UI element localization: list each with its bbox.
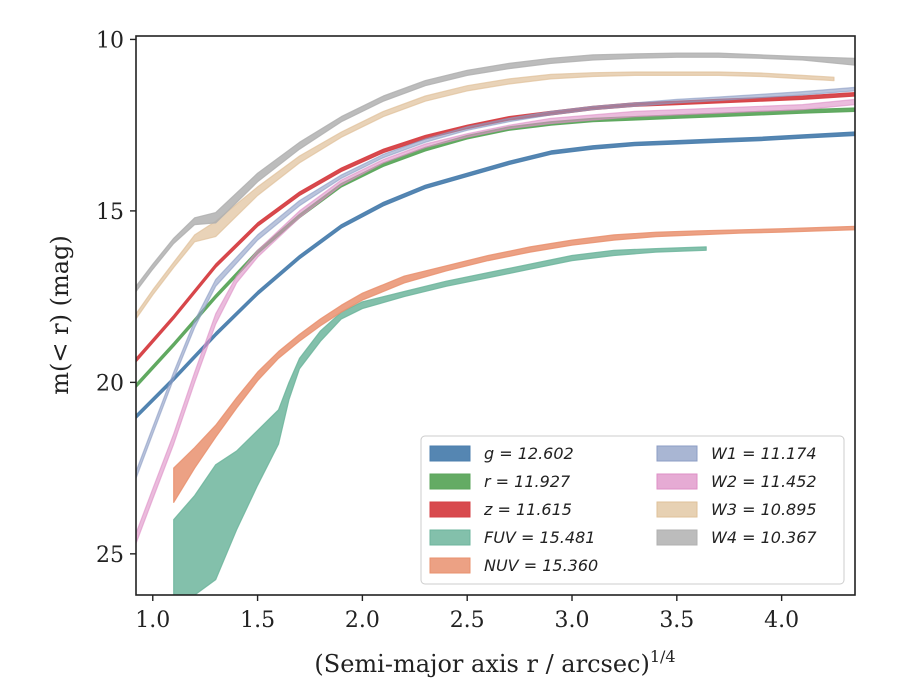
- legend-swatch-w2: [656, 473, 698, 490]
- legend-swatch-g: [429, 445, 471, 462]
- x-axis-label-exponent: 1/4: [650, 647, 676, 666]
- legend-label-w4: W4 = 10.367: [711, 528, 817, 547]
- x-tick-label: 1.0: [135, 608, 170, 633]
- legend-frame: [420, 435, 845, 585]
- legend-label-w1: W1 = 11.174: [711, 444, 817, 463]
- legend-swatch-fuv: [429, 529, 471, 546]
- x-tick-label: 2.0: [345, 608, 380, 633]
- y-axis-label: m(< r) (mag): [46, 235, 74, 394]
- legend-swatch-w4: [656, 529, 698, 546]
- series-band-z: [136, 92, 855, 363]
- legend-label-fuv: FUV = 15.481: [484, 528, 595, 547]
- legend-label-r: r = 11.927: [484, 472, 571, 491]
- legend-swatch-w3: [656, 501, 698, 518]
- series-band-r: [136, 107, 855, 389]
- legend-swatch-nuv: [429, 557, 471, 574]
- y-tick-label: 15: [96, 200, 124, 225]
- x-tick-label: 3.5: [659, 608, 694, 633]
- y-tick-label: 20: [96, 371, 124, 396]
- plot-frame: [135, 35, 856, 596]
- y-tick-label: 25: [96, 543, 124, 568]
- series-band-g: [136, 131, 855, 419]
- series-band-w4: [136, 52, 855, 293]
- legend-swatch-r: [429, 473, 471, 490]
- y-axis: 10 15 20 25: [96, 28, 136, 568]
- x-axis: 1.0 1.5 2.0 2.5 3.0 3.5 4.0: [135, 595, 799, 633]
- legend: g = 12.602 r = 11.927 z = 11.615 FUV = 15.4…: [420, 435, 845, 585]
- x-tick-label: 1.5: [240, 608, 275, 633]
- legend-swatch-z: [429, 501, 471, 518]
- series-band-w3: [136, 71, 835, 320]
- x-tick-label: 2.5: [450, 608, 485, 633]
- legend-label-w3: W3 = 10.895: [711, 500, 817, 519]
- legend-label-w2: W2 = 11.452: [711, 472, 817, 491]
- x-tick-label: 4.0: [764, 608, 799, 633]
- legend-swatch-w1: [656, 445, 698, 462]
- legend-label-g: g = 12.602: [484, 444, 574, 463]
- x-axis-label: (Semi-major axis r / arcsec)1/4: [314, 647, 675, 678]
- series-band-nuv: [173, 225, 855, 503]
- legend-label-nuv: NUV = 15.360: [484, 556, 598, 575]
- series-layer: [136, 52, 855, 595]
- legend-label-z: z = 11.615: [483, 500, 572, 519]
- series-band-w2: [136, 98, 855, 545]
- series-band-fuv: [173, 246, 707, 595]
- x-axis-label-main: (Semi-major axis r / arcsec): [314, 650, 649, 678]
- y-tick-label: 10: [96, 28, 124, 53]
- x-tick-label: 3.0: [555, 608, 590, 633]
- series-band-w1: [136, 86, 855, 479]
